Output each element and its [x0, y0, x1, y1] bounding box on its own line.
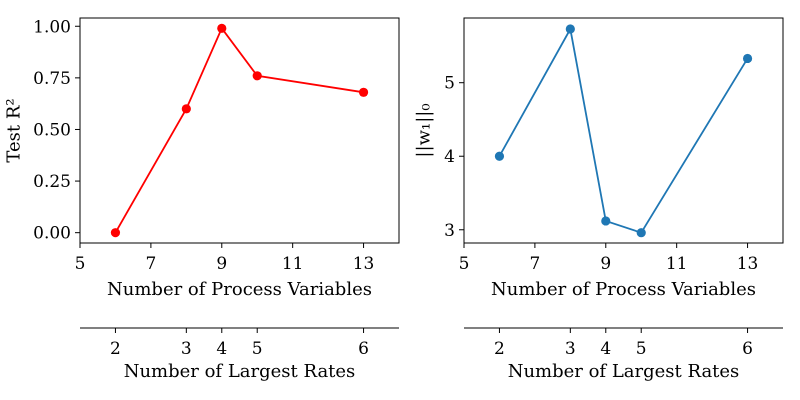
data-point	[636, 228, 646, 238]
data-point	[110, 228, 121, 238]
x-tick-label: 11	[666, 254, 688, 274]
secondary-x-tick-label: 3	[181, 339, 192, 359]
x-tick-label: 5	[459, 254, 470, 274]
y-tick-label: 0.50	[33, 120, 71, 140]
chart-panel-2: 5 7 9 11 13 3 4 5 Number of Process Variables ||w…	[414, 17, 784, 382]
data-point	[217, 23, 227, 33]
x-tick-label: 13	[737, 254, 759, 274]
y-tick-label: 5	[444, 74, 455, 94]
data-point	[742, 53, 753, 64]
x-tick-label: 5	[75, 254, 86, 274]
x-tick-label: 11	[282, 254, 304, 274]
x-tick-label: 7	[529, 254, 540, 274]
secondary-x-tick-label: 2	[494, 339, 505, 359]
data-point	[494, 151, 505, 161]
y-tick-label: 0.75	[33, 69, 71, 89]
secondary-x-tick-label: 5	[252, 339, 263, 359]
plot-frame	[463, 17, 784, 244]
x-tick-label: 13	[353, 254, 375, 274]
y-tick-label: 0.00	[33, 224, 71, 244]
series-line	[114, 26, 364, 234]
secondary-x-axis-title: Number of Largest Rates	[124, 361, 356, 382]
secondary-x-axis-title: Number of Largest Rates	[508, 361, 740, 382]
secondary-x-tick-label: 5	[636, 339, 647, 359]
series-line	[498, 26, 749, 234]
x-tick-label: 7	[145, 254, 156, 274]
secondary-x-tick-label: 4	[216, 339, 227, 359]
plot-frame	[79, 17, 400, 244]
secondary-x-tick-label: 3	[565, 339, 576, 359]
y-tick-label: 4	[444, 147, 455, 167]
y-axis-title: Test R²	[4, 98, 25, 162]
chart-panel-1: 5 7 9 11 13 0.00 0.25 0.50 0.75 1.00 Number of Pro…	[4, 17, 400, 382]
data-point	[565, 24, 575, 34]
data-point	[252, 71, 262, 81]
x-axis-title: Number of Process Variables	[107, 279, 372, 300]
data-point	[358, 87, 369, 97]
secondary-x-tick-label: 6	[358, 339, 369, 359]
secondary-x-tick-label: 4	[600, 339, 611, 359]
x-tick-label: 9	[216, 254, 227, 274]
data-point	[601, 216, 611, 226]
x-tick-label: 9	[600, 254, 611, 274]
y-tick-label: 1.00	[33, 17, 71, 37]
secondary-x-tick-label: 6	[742, 339, 753, 359]
secondary-x-tick-label: 2	[110, 339, 121, 359]
y-axis-title: ||w₁||₀	[414, 103, 435, 157]
y-tick-label: 3	[444, 221, 455, 241]
y-tick-label: 0.25	[33, 172, 71, 192]
data-point	[181, 104, 191, 114]
x-axis-title: Number of Process Variables	[491, 279, 756, 300]
